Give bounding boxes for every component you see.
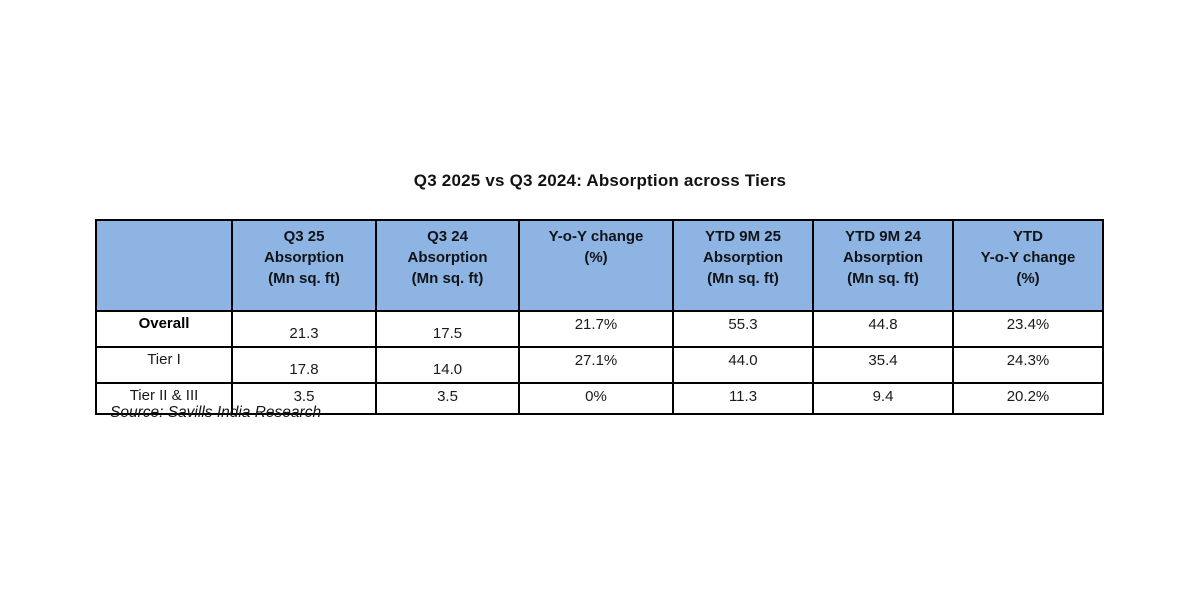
data-cell: 55.3: [672, 310, 814, 348]
data-cell: 27.1%: [518, 346, 674, 384]
data-cell: 44.0: [672, 346, 814, 384]
row-label-tier-1: Tier I: [95, 346, 233, 384]
column-header-q3-24: Q3 24 Absorption (Mn sq. ft): [375, 219, 520, 312]
column-header-empty: [95, 219, 233, 312]
data-cell: 3.5: [231, 382, 377, 415]
row-label-overall: Overall: [95, 310, 233, 348]
data-cell: 14.0: [375, 346, 520, 384]
column-header-yoy-change: Y-o-Y change (%): [518, 219, 674, 312]
page-title: Q3 2025 vs Q3 2024: Absorption across Ti…: [413, 171, 787, 190]
data-cell: 24.3%: [952, 346, 1104, 384]
table-row-tier-2-3: Tier II & III 3.5 3.5 0% 11.3 9.4 20.2%: [95, 382, 1104, 415]
source-note: Source: Savills India Research: [110, 404, 322, 421]
data-cell: 21.7%: [518, 310, 674, 348]
data-cell: 44.8: [812, 310, 954, 348]
data-cell: 3.5: [375, 382, 520, 415]
data-cell: 20.2%: [952, 382, 1104, 415]
data-cell: 17.8: [231, 346, 377, 384]
absorption-table: Q3 25 Absorption (Mn sq. ft) Q3 24 Absor…: [95, 219, 1104, 415]
data-cell: 23.4%: [952, 310, 1104, 348]
data-cell: 17.5: [375, 310, 520, 348]
column-header-q3-25: Q3 25 Absorption (Mn sq. ft): [231, 219, 377, 312]
data-cell: 21.3: [231, 310, 377, 348]
data-cell: 9.4: [812, 382, 954, 415]
data-cell: 11.3: [672, 382, 814, 415]
header-row: Q3 25 Absorption (Mn sq. ft) Q3 24 Absor…: [95, 219, 1104, 312]
column-header-ytd-9m-25: YTD 9M 25 Absorption (Mn sq. ft): [672, 219, 814, 312]
table-row-tier-1: Tier I 17.8 14.0 27.1% 44.0 35.4 24.3%: [95, 346, 1104, 384]
row-label-tier-2-3: Tier II & III: [95, 382, 233, 415]
data-cell: 0%: [518, 382, 674, 415]
column-header-ytd-yoy-change: YTD Y-o-Y change (%): [952, 219, 1104, 312]
column-header-ytd-9m-24: YTD 9M 24 Absorption (Mn sq. ft): [812, 219, 954, 312]
data-cell: 35.4: [812, 346, 954, 384]
table-row-overall: Overall 21.3 17.5 21.7% 55.3 44.8 23.4%: [95, 310, 1104, 348]
